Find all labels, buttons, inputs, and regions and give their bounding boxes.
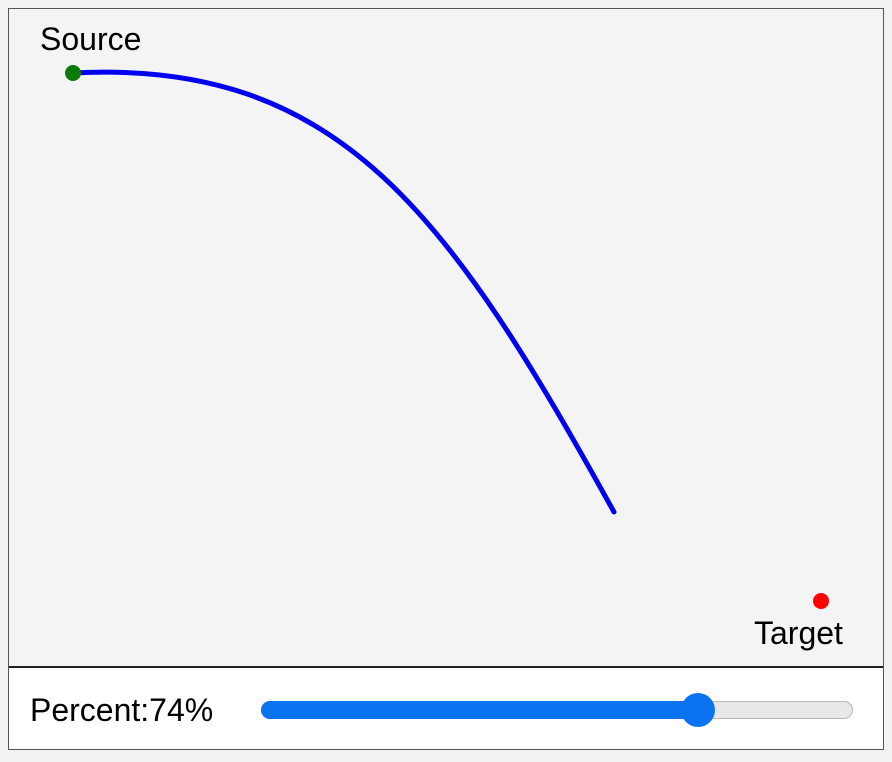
slider-thumb[interactable]	[680, 693, 715, 727]
target-point	[813, 593, 829, 609]
source-label: Source	[40, 21, 142, 57]
percent-value: 74%	[149, 692, 214, 728]
source-point	[65, 65, 81, 81]
partial-bezier-path	[70, 69, 617, 515]
path-canvas: Source Target	[9, 9, 883, 668]
path-svg	[65, 65, 829, 609]
control-bar: Percent:74%	[9, 668, 883, 749]
app-frame: Source Target Percent:74%	[8, 8, 884, 750]
target-label: Target	[754, 615, 843, 651]
percent-slider[interactable]	[261, 693, 853, 727]
slider-fill	[261, 701, 698, 719]
percent-readout: Percent:74%	[30, 692, 213, 729]
percent-label: Percent:	[30, 692, 150, 728]
